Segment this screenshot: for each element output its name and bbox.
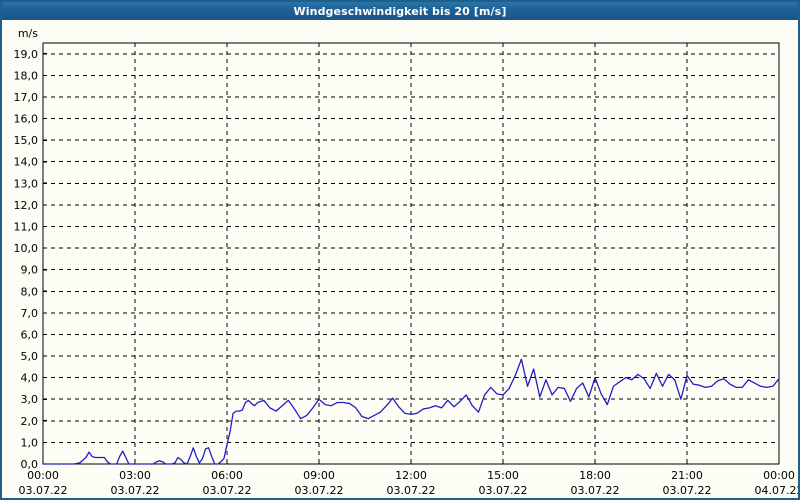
plot-background: [2, 20, 798, 498]
wind-speed-line-chart: 0,0 1,0 2,0 3,0 4,0 5,0 6,0 7,0 8,0 9,0 10,0 11,0 12…: [2, 20, 798, 498]
x-axis-time-label: 00:00: [27, 469, 59, 482]
data-series-layer: [42, 358, 780, 465]
x-axis-time-label: 15:00: [487, 469, 519, 482]
y-axis-tick-label: 7,0: [21, 307, 39, 320]
y-axis-tick-label: 0,0: [21, 458, 39, 471]
x-axis-date-label: 04.07.22: [755, 484, 798, 497]
x-axis-date-label: 03.07.22: [295, 484, 344, 497]
y-axis-tick-label: 4,0: [21, 372, 39, 385]
y-axis-tick-label: 5,0: [21, 350, 39, 363]
x-axis-date-label: 03.07.22: [571, 484, 620, 497]
x-axis-time-label: 09:00: [303, 469, 335, 482]
y-axis-tick-label: 11,0: [14, 221, 39, 234]
data-series-line-0: [42, 358, 780, 465]
x-axis-date-label: 03.07.22: [387, 484, 436, 497]
x-axis-labels: 00:00 03.07.22 03:00 03.07.22 06:00 03.07.22 0…: [19, 469, 798, 497]
x-axis-time-label: 06:00: [211, 469, 243, 482]
y-axis-tick-label: 18,0: [14, 69, 39, 82]
x-axis-time-label: 18:00: [579, 469, 611, 482]
y-axis-tick-label: 15,0: [14, 134, 39, 147]
y-axis-tick-label: 3,0: [21, 393, 39, 406]
x-axis-time-label: 21:00: [671, 469, 703, 482]
chart-canvas-area: 0,0 1,0 2,0 3,0 4,0 5,0 6,0 7,0 8,0 9,0 10,0 11,0 12…: [2, 20, 798, 498]
x-axis-date-label: 03.07.22: [111, 484, 160, 497]
y-axis-tick-label: 16,0: [14, 113, 39, 126]
y-axis-tick-label: 14,0: [14, 156, 39, 169]
y-axis-tick-label: 2,0: [21, 415, 39, 428]
tick-marks: [42, 53, 780, 465]
grid-layer: [43, 43, 779, 464]
y-axis-tick-label: 19,0: [14, 48, 39, 61]
x-axis-date-label: 03.07.22: [19, 484, 68, 497]
y-axis-labels: 0,0 1,0 2,0 3,0 4,0 5,0 6,0 7,0 8,0 9,0 10,0 11,0 12…: [14, 27, 39, 471]
x-axis-date-label: 03.07.22: [663, 484, 712, 497]
y-axis-tick-label: 13,0: [14, 177, 39, 190]
y-axis-tick-label: 17,0: [14, 91, 39, 104]
y-axis-tick-label: 1,0: [21, 436, 39, 449]
x-axis-date-label: 03.07.22: [203, 484, 252, 497]
x-axis-time-label: 03:00: [119, 469, 151, 482]
x-axis-time-label: 00:00: [763, 469, 795, 482]
page-title: Windgeschwindigkeit bis 20 [m/s]: [293, 4, 507, 18]
y-axis-tick-label: 8,0: [21, 285, 39, 298]
y-axis-tick-label: 9,0: [21, 264, 39, 277]
window-title-bar: Windgeschwindigkeit bis 20 [m/s]: [2, 2, 798, 20]
y-axis-tick-label: 12,0: [14, 199, 39, 212]
y-axis-unit-label: m/s: [18, 27, 38, 40]
x-axis-time-label: 12:00: [395, 469, 427, 482]
y-axis-tick-label: 6,0: [21, 328, 39, 341]
y-axis-tick-label: 10,0: [14, 242, 39, 255]
x-axis-date-label: 03.07.22: [479, 484, 528, 497]
